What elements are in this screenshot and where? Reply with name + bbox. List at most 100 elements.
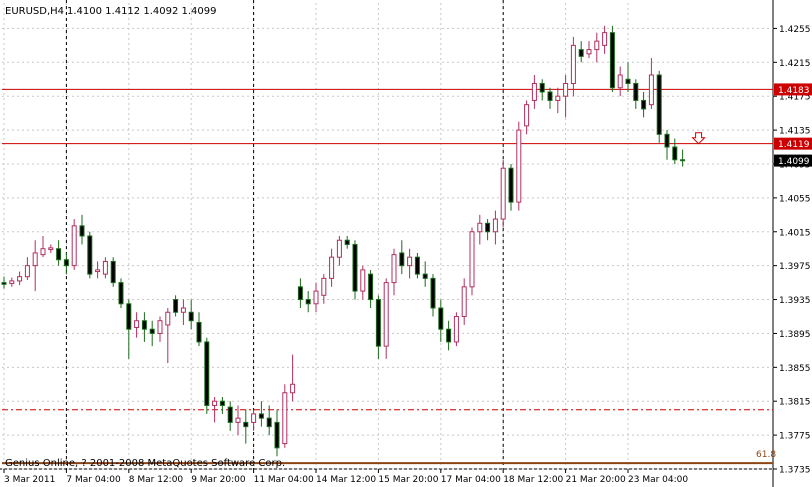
period-separators bbox=[65, 0, 504, 469]
y-tick-label: 1.3895 bbox=[779, 330, 811, 340]
y-tick-label: 1.3935 bbox=[779, 296, 811, 306]
y-axis: 1.42551.42151.41751.41351.40951.40551.40… bbox=[773, 25, 812, 476]
candle-bull bbox=[235, 417, 241, 423]
candle-bull bbox=[570, 44, 576, 84]
y-tick-label: 1.3855 bbox=[779, 364, 811, 374]
candle-bear bbox=[508, 167, 514, 203]
y-tick-label: 1.4215 bbox=[779, 59, 811, 69]
candle-bear bbox=[219, 400, 225, 406]
candle-bear bbox=[430, 277, 436, 309]
candle-bear bbox=[414, 256, 420, 275]
candle-bear bbox=[368, 273, 374, 301]
x-tick-label: 23 Mar 04:00 bbox=[628, 475, 688, 485]
y-tick-label: 1.3975 bbox=[779, 262, 811, 272]
x-tick-label: 14 Mar 12:00 bbox=[316, 475, 376, 485]
candle-bear bbox=[422, 273, 428, 279]
candle-bear bbox=[485, 222, 491, 233]
candle-bear bbox=[110, 260, 116, 284]
candle-bull bbox=[516, 129, 522, 203]
candle-bull bbox=[407, 256, 413, 267]
candle-bull bbox=[17, 276, 23, 282]
candle-bull bbox=[555, 95, 561, 101]
x-tick-label: 9 Mar 20:00 bbox=[191, 475, 246, 485]
y-tick-label: 1.3735 bbox=[779, 466, 811, 476]
candle-bull bbox=[48, 247, 54, 251]
x-tick-label: 7 Mar 04:00 bbox=[66, 475, 121, 485]
candle-bear bbox=[547, 91, 553, 101]
candle-bear bbox=[204, 341, 210, 406]
chart-ohlc-label: 1.4100 1.4112 1.4092 1.4099 bbox=[67, 6, 217, 17]
y-tick-label: 1.3815 bbox=[779, 398, 811, 408]
candle-bear bbox=[227, 406, 233, 423]
candle-bear bbox=[344, 239, 350, 245]
candle-bull bbox=[40, 248, 46, 256]
x-tick-label: 3 Mar 2011 bbox=[4, 475, 55, 485]
candle-bull bbox=[165, 311, 171, 326]
candles bbox=[1, 25, 686, 457]
candle-bear bbox=[399, 252, 405, 267]
copyright-label: Genius Online, ? 2001-2008 MetaQuotes So… bbox=[5, 458, 285, 469]
candle-bear bbox=[609, 32, 615, 89]
candle-bear bbox=[188, 311, 194, 322]
candle-bull bbox=[102, 260, 108, 275]
candle-bull bbox=[500, 167, 506, 220]
candle-bull bbox=[617, 74, 623, 89]
candle-bear bbox=[625, 78, 631, 84]
candle-bear bbox=[141, 320, 147, 330]
y-tick-label: 1.4255 bbox=[779, 25, 811, 35]
candle-bull bbox=[71, 225, 77, 267]
candle-bull bbox=[383, 282, 389, 347]
current-price-label: 1.4099 bbox=[778, 157, 810, 167]
candle-bear bbox=[672, 146, 678, 161]
candle-bear bbox=[375, 299, 381, 347]
candle-bear bbox=[79, 225, 85, 237]
candle-bear bbox=[633, 82, 639, 101]
candle-bull bbox=[602, 32, 608, 46]
candle-bull bbox=[321, 277, 327, 296]
candle-bear bbox=[641, 99, 647, 110]
x-axis: 3 Mar 2011 7 Mar 04:00 8 Mar 12:00 9 Mar 20… bbox=[3, 469, 688, 485]
candle-bull bbox=[469, 231, 475, 288]
candle-bull bbox=[95, 269, 101, 273]
sell-arrow bbox=[691, 132, 706, 145]
candle-bull bbox=[461, 286, 467, 317]
candle-bear bbox=[297, 286, 303, 301]
y-tick-label: 1.3775 bbox=[779, 432, 811, 442]
x-tick-label: 11 Mar 04:00 bbox=[254, 475, 314, 485]
y-tick-label: 1.4175 bbox=[779, 93, 811, 103]
horizontal-levels bbox=[2, 88, 773, 465]
candle-bull bbox=[586, 49, 592, 55]
x-tick-label: 8 Mar 12:00 bbox=[129, 475, 184, 485]
candle-bull bbox=[180, 307, 186, 313]
sell-arrow-icon bbox=[691, 132, 706, 145]
candle-bull bbox=[524, 104, 530, 127]
candle-bull bbox=[594, 40, 600, 51]
fib-level-label: 61.8 bbox=[756, 450, 776, 460]
candle-bear bbox=[87, 235, 93, 275]
candle-bear bbox=[274, 421, 280, 449]
candle-bear bbox=[243, 421, 249, 428]
candle-bear bbox=[149, 328, 155, 334]
candle-bear bbox=[258, 413, 264, 419]
x-tick-label: 15 Mar 20:00 bbox=[378, 475, 438, 485]
x-tick-label: 18 Mar 12:00 bbox=[503, 475, 563, 485]
x-tick-label: 17 Mar 04:00 bbox=[441, 475, 501, 485]
candle-bull bbox=[391, 254, 397, 284]
candle-bear bbox=[56, 248, 62, 261]
candle-bear bbox=[680, 159, 686, 162]
candle-bull bbox=[251, 413, 257, 423]
candle-bear bbox=[266, 417, 272, 428]
candle-bear bbox=[126, 303, 132, 330]
candle-bull bbox=[24, 265, 30, 278]
candle-bull bbox=[32, 252, 38, 267]
current-price-tag bbox=[774, 154, 812, 167]
chart-symbol-label: EURUSD,H4 bbox=[5, 6, 64, 17]
candle-bear bbox=[664, 133, 670, 148]
candle-bull bbox=[453, 315, 459, 343]
candle-bull bbox=[563, 82, 569, 97]
candle-bear bbox=[1, 282, 7, 285]
candle-bull bbox=[9, 280, 15, 284]
level-price-tag bbox=[774, 137, 812, 150]
level-price-label: 1.4119 bbox=[778, 140, 810, 150]
